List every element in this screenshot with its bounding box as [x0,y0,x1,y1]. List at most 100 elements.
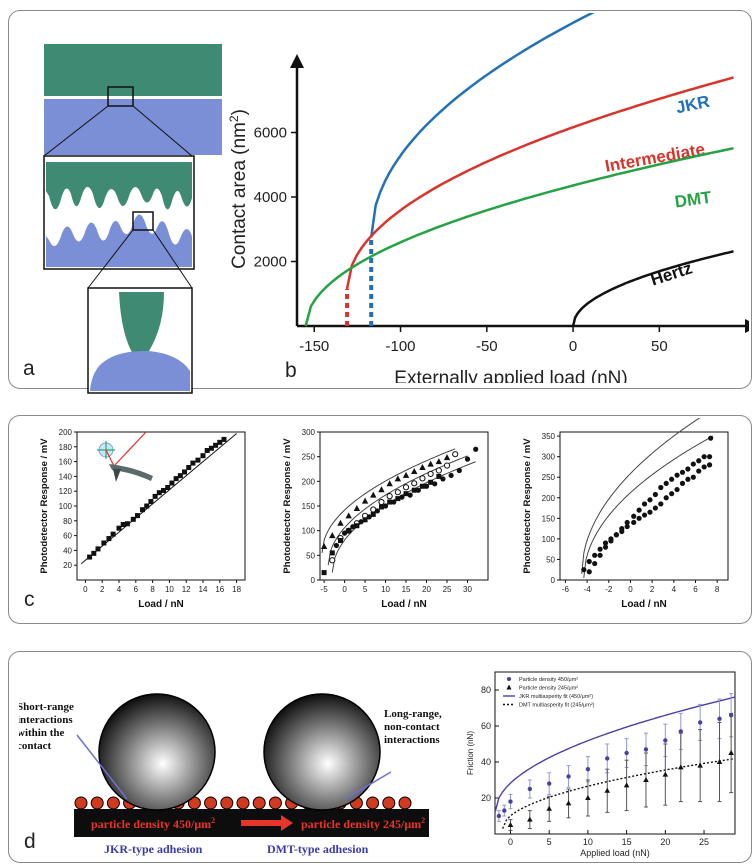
x-tick-label: 30 [463,585,472,594]
particle [106,796,120,810]
data-point [402,484,410,491]
particle [204,796,218,810]
data-point [411,487,417,493]
adhesion-schematic: Short-range interactions within the cont… [19,693,442,856]
y-axis-label: Photodetector Response / mV [282,438,293,574]
data-point [586,569,592,575]
data-point [641,501,648,507]
x-tick-label: 25 [699,837,709,847]
x-tick-label: 2 [650,585,655,594]
data-point [527,816,533,822]
laser-line [113,431,147,467]
x-tick-label: 12 [182,585,191,594]
data-point [190,460,196,466]
x-tick-label: 4 [672,585,677,594]
data-point [685,476,691,482]
rough-lower-surface [46,214,192,267]
y-tick-label: 140 [59,472,73,481]
zoom-line [152,229,193,289]
data-point [366,514,372,520]
y-tick-label: 200 [542,494,556,503]
cantilever-inset-icon [97,431,153,482]
data-point [608,538,614,544]
y-axis-label: Friction (nN) [466,731,475,775]
y-tick-label: 0 [551,576,556,585]
data-point [565,800,572,806]
arrow-icon [241,815,293,831]
data-point [527,786,533,792]
laser-line [105,449,115,467]
data-point [669,491,675,497]
data-point [378,486,385,493]
data-point [440,476,446,482]
series-label-dmt: DMT [674,188,714,212]
y-tick-label: 150 [542,514,556,523]
x-tick-label: 15 [402,585,411,594]
panel-label-a: a [23,357,35,380]
data-point [419,464,426,471]
y-tick-label: 250 [542,473,556,482]
data-point [394,475,402,482]
panel-label-d: d [24,830,36,853]
fit-curve [494,696,736,813]
x-axis-label: Applied load (nN) [580,848,650,858]
x-tick-label: 10 [381,585,390,594]
panel-label-c: c [24,588,35,611]
data-point [696,468,702,474]
data-point [391,499,397,505]
data-point [706,462,713,468]
data-point [208,445,214,451]
y-tick-label: 50 [306,551,315,560]
data-point [395,496,401,502]
x-tick-label: 10 [583,837,593,847]
data-point [696,458,702,464]
series-label-jkr: JKR [674,92,711,118]
data-point [148,499,154,505]
data-point [636,515,642,521]
data-point [631,513,637,519]
x-tick-label: 8 [150,585,155,594]
asperity-base [90,350,190,391]
data-point [663,480,669,486]
data-point [641,512,648,518]
dmt-adhesion-label: DMT-type adhesion [267,842,369,856]
y-tick-label: 40 [63,546,72,555]
data-point [353,504,361,511]
asperity-tip [119,292,164,359]
data-point [320,542,328,549]
curve-intermediate [345,76,734,290]
data-point [423,483,430,489]
y-axis-label: Contact area (nm2) [227,109,250,269]
data-point [566,774,571,779]
short-range-label: Short-range interactions within the cont… [19,701,77,752]
data-point [321,570,327,576]
data-point [213,442,219,448]
data-point [169,480,175,486]
x-tick-label: 0 [342,585,347,594]
data-point [204,448,210,453]
data-point [643,747,649,752]
y-tick-label: 60 [63,532,72,541]
x-tick-label: -6 [562,585,570,594]
data-point [443,454,451,461]
y-tick-label: 60 [481,721,491,731]
data-point [647,509,653,515]
y-tick-label: 180 [59,443,73,452]
particle [90,796,104,810]
data-point [592,560,598,567]
panel-ab: a -150 -100 -50 0 50 2000 4000 6000 Externally a… [8,10,752,394]
fit-curve [321,448,456,553]
data-point [604,787,611,793]
sphere-dmt [263,693,381,811]
particle [220,796,234,810]
x-axis-label: Load / nN [621,599,667,610]
data-point [432,481,438,487]
data-point [337,519,344,526]
panel-c: 0 2 4 6 8 10 12 14 16 18 20 40 60 80 100 120 140 160 180 20… [8,415,752,624]
data-point [221,436,227,442]
data-point [91,550,97,556]
data-point [546,781,552,786]
y-tick-label: 4000 [254,189,287,206]
data-point [473,446,479,452]
y-tick-label: 300 [542,453,556,462]
